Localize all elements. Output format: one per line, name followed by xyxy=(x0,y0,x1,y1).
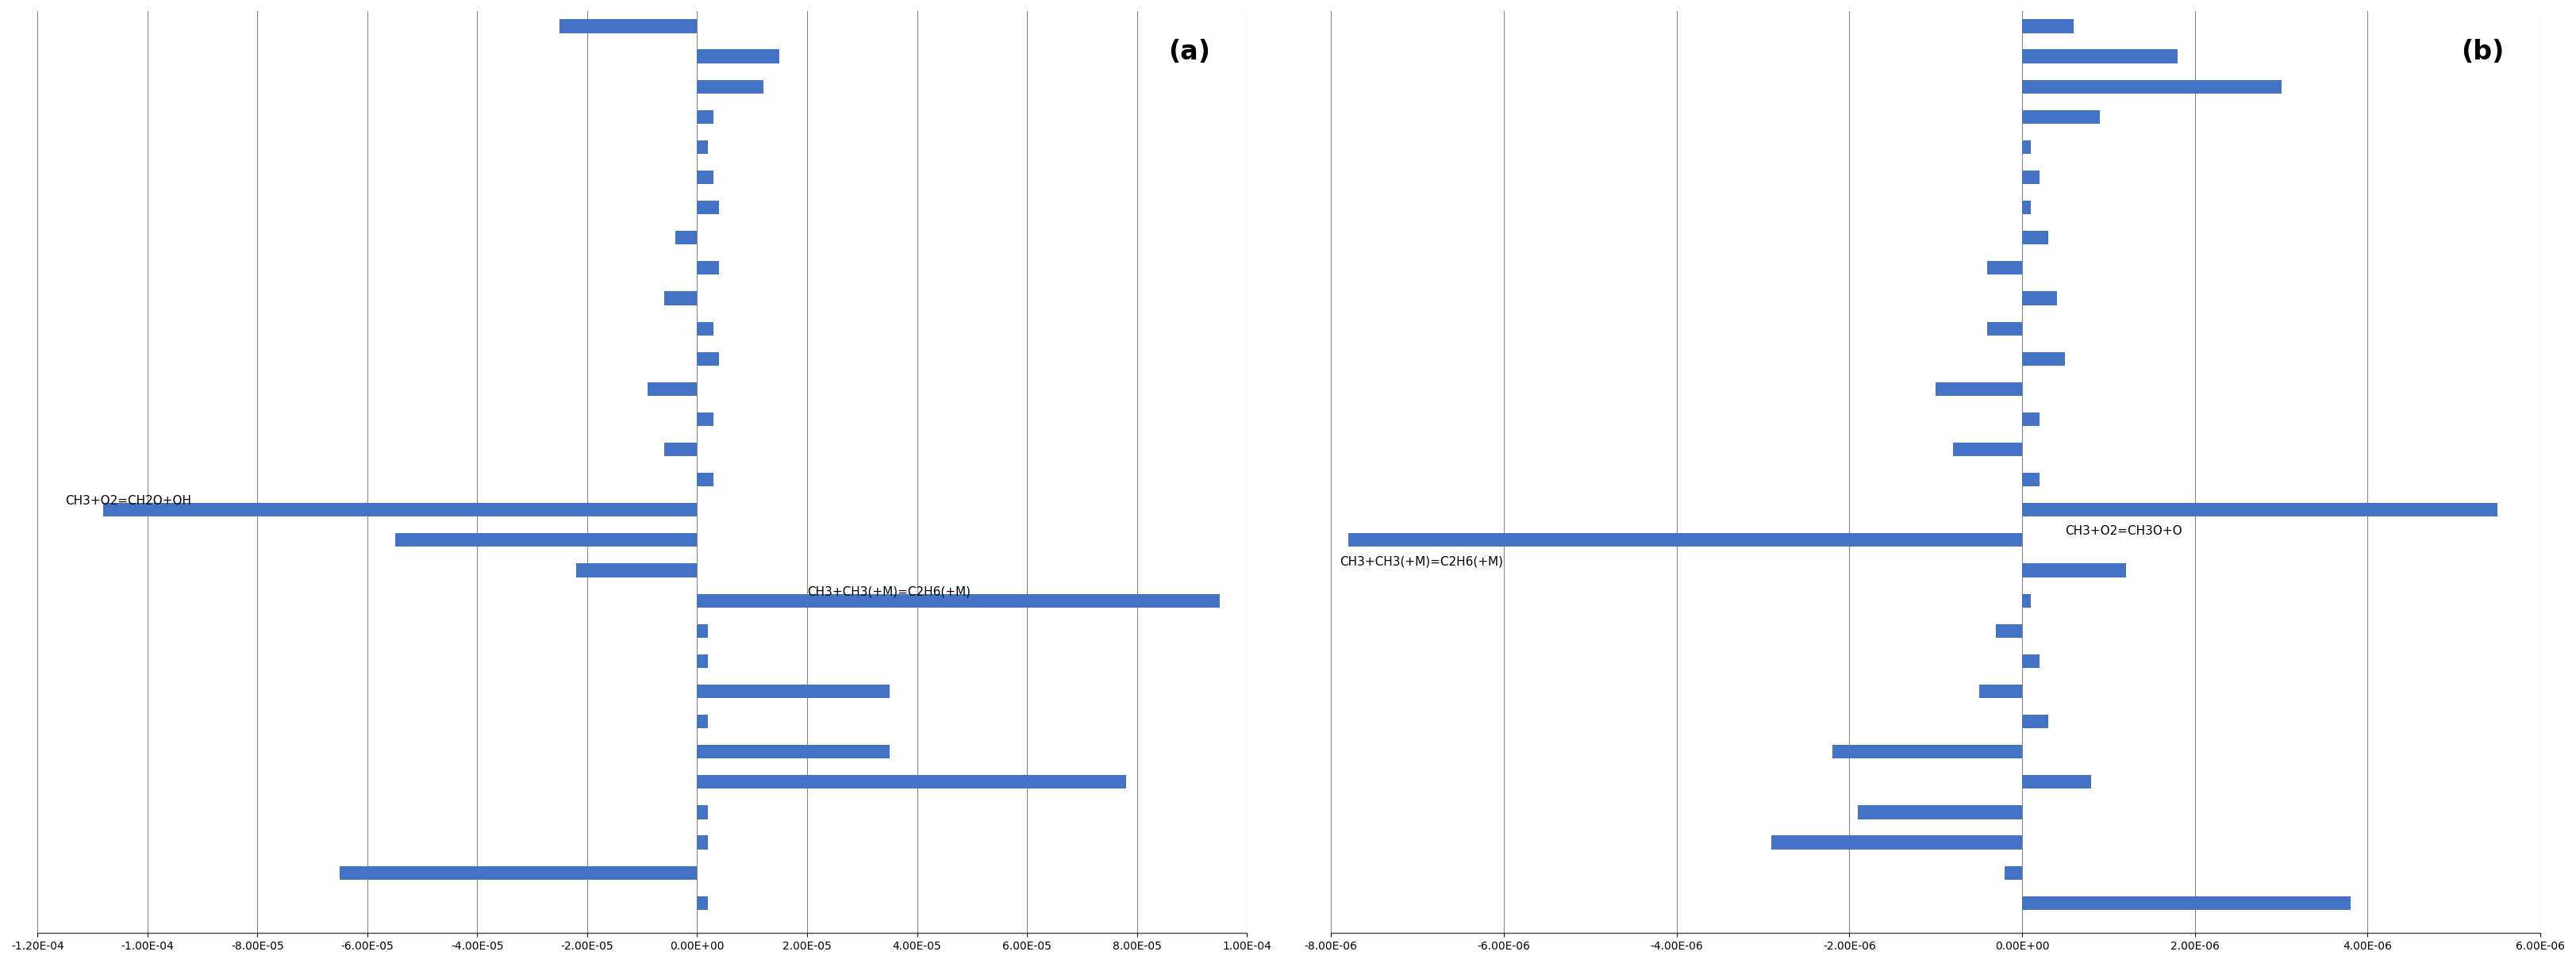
Text: CH3+O2=CH3O+O: CH3+O2=CH3O+O xyxy=(2066,525,2182,537)
Bar xyxy=(2022,292,2056,305)
Bar xyxy=(1978,685,2022,698)
Bar xyxy=(1935,382,2022,396)
Bar xyxy=(2022,503,2496,517)
Bar xyxy=(2022,80,2282,93)
Bar xyxy=(1953,443,2022,456)
Bar xyxy=(698,805,708,819)
Bar xyxy=(2022,563,2125,577)
Bar xyxy=(698,685,889,698)
Bar xyxy=(665,292,698,305)
Bar xyxy=(1832,745,2022,759)
Bar xyxy=(698,594,1218,608)
Bar xyxy=(698,200,719,215)
Bar xyxy=(698,170,714,184)
Bar xyxy=(2022,654,2040,668)
Bar xyxy=(577,563,698,577)
Bar xyxy=(340,866,698,879)
Bar xyxy=(2022,715,2048,728)
Bar xyxy=(2022,594,2030,608)
Bar xyxy=(698,715,708,728)
Bar xyxy=(675,231,698,245)
Text: CH3+CH3(+M)=C2H6(+M): CH3+CH3(+M)=C2H6(+M) xyxy=(806,586,971,598)
Bar xyxy=(2022,200,2030,215)
Bar xyxy=(698,322,714,335)
Bar xyxy=(665,443,698,456)
Bar xyxy=(698,110,714,123)
Bar xyxy=(1772,836,2022,849)
Bar xyxy=(2022,897,2349,910)
Bar xyxy=(2022,49,2177,64)
Text: CH3+O2=CH2O+OH: CH3+O2=CH2O+OH xyxy=(64,495,191,507)
Bar xyxy=(1857,805,2022,819)
Bar xyxy=(2022,473,2040,486)
Bar xyxy=(1989,322,2022,335)
Bar xyxy=(698,412,714,426)
Bar xyxy=(2022,351,2066,366)
Bar xyxy=(698,473,714,486)
Text: (b): (b) xyxy=(2460,39,2504,65)
Bar xyxy=(2022,110,2099,123)
Bar xyxy=(698,351,719,366)
Bar xyxy=(1996,624,2022,638)
Bar xyxy=(2022,412,2040,426)
Bar xyxy=(2004,866,2022,879)
Bar xyxy=(698,141,708,154)
Text: CH3+CH3(+M)=C2H6(+M): CH3+CH3(+M)=C2H6(+M) xyxy=(1340,556,1504,567)
Bar xyxy=(698,624,708,638)
Bar xyxy=(698,654,708,668)
Bar xyxy=(2022,141,2030,154)
Bar xyxy=(559,19,698,33)
Bar xyxy=(647,382,698,396)
Bar xyxy=(394,534,698,547)
Bar xyxy=(698,49,781,64)
Bar xyxy=(103,503,698,517)
Bar xyxy=(1989,261,2022,274)
Bar xyxy=(2022,19,2074,33)
Bar xyxy=(698,836,708,849)
Bar xyxy=(698,897,708,910)
Bar xyxy=(698,261,719,274)
Bar xyxy=(2022,170,2040,184)
Bar xyxy=(698,80,762,93)
Bar xyxy=(2022,775,2092,789)
Bar xyxy=(698,775,1126,789)
Text: (a): (a) xyxy=(1170,39,1211,65)
Bar xyxy=(2022,231,2048,245)
Bar xyxy=(1347,534,2022,547)
Bar xyxy=(698,745,889,759)
